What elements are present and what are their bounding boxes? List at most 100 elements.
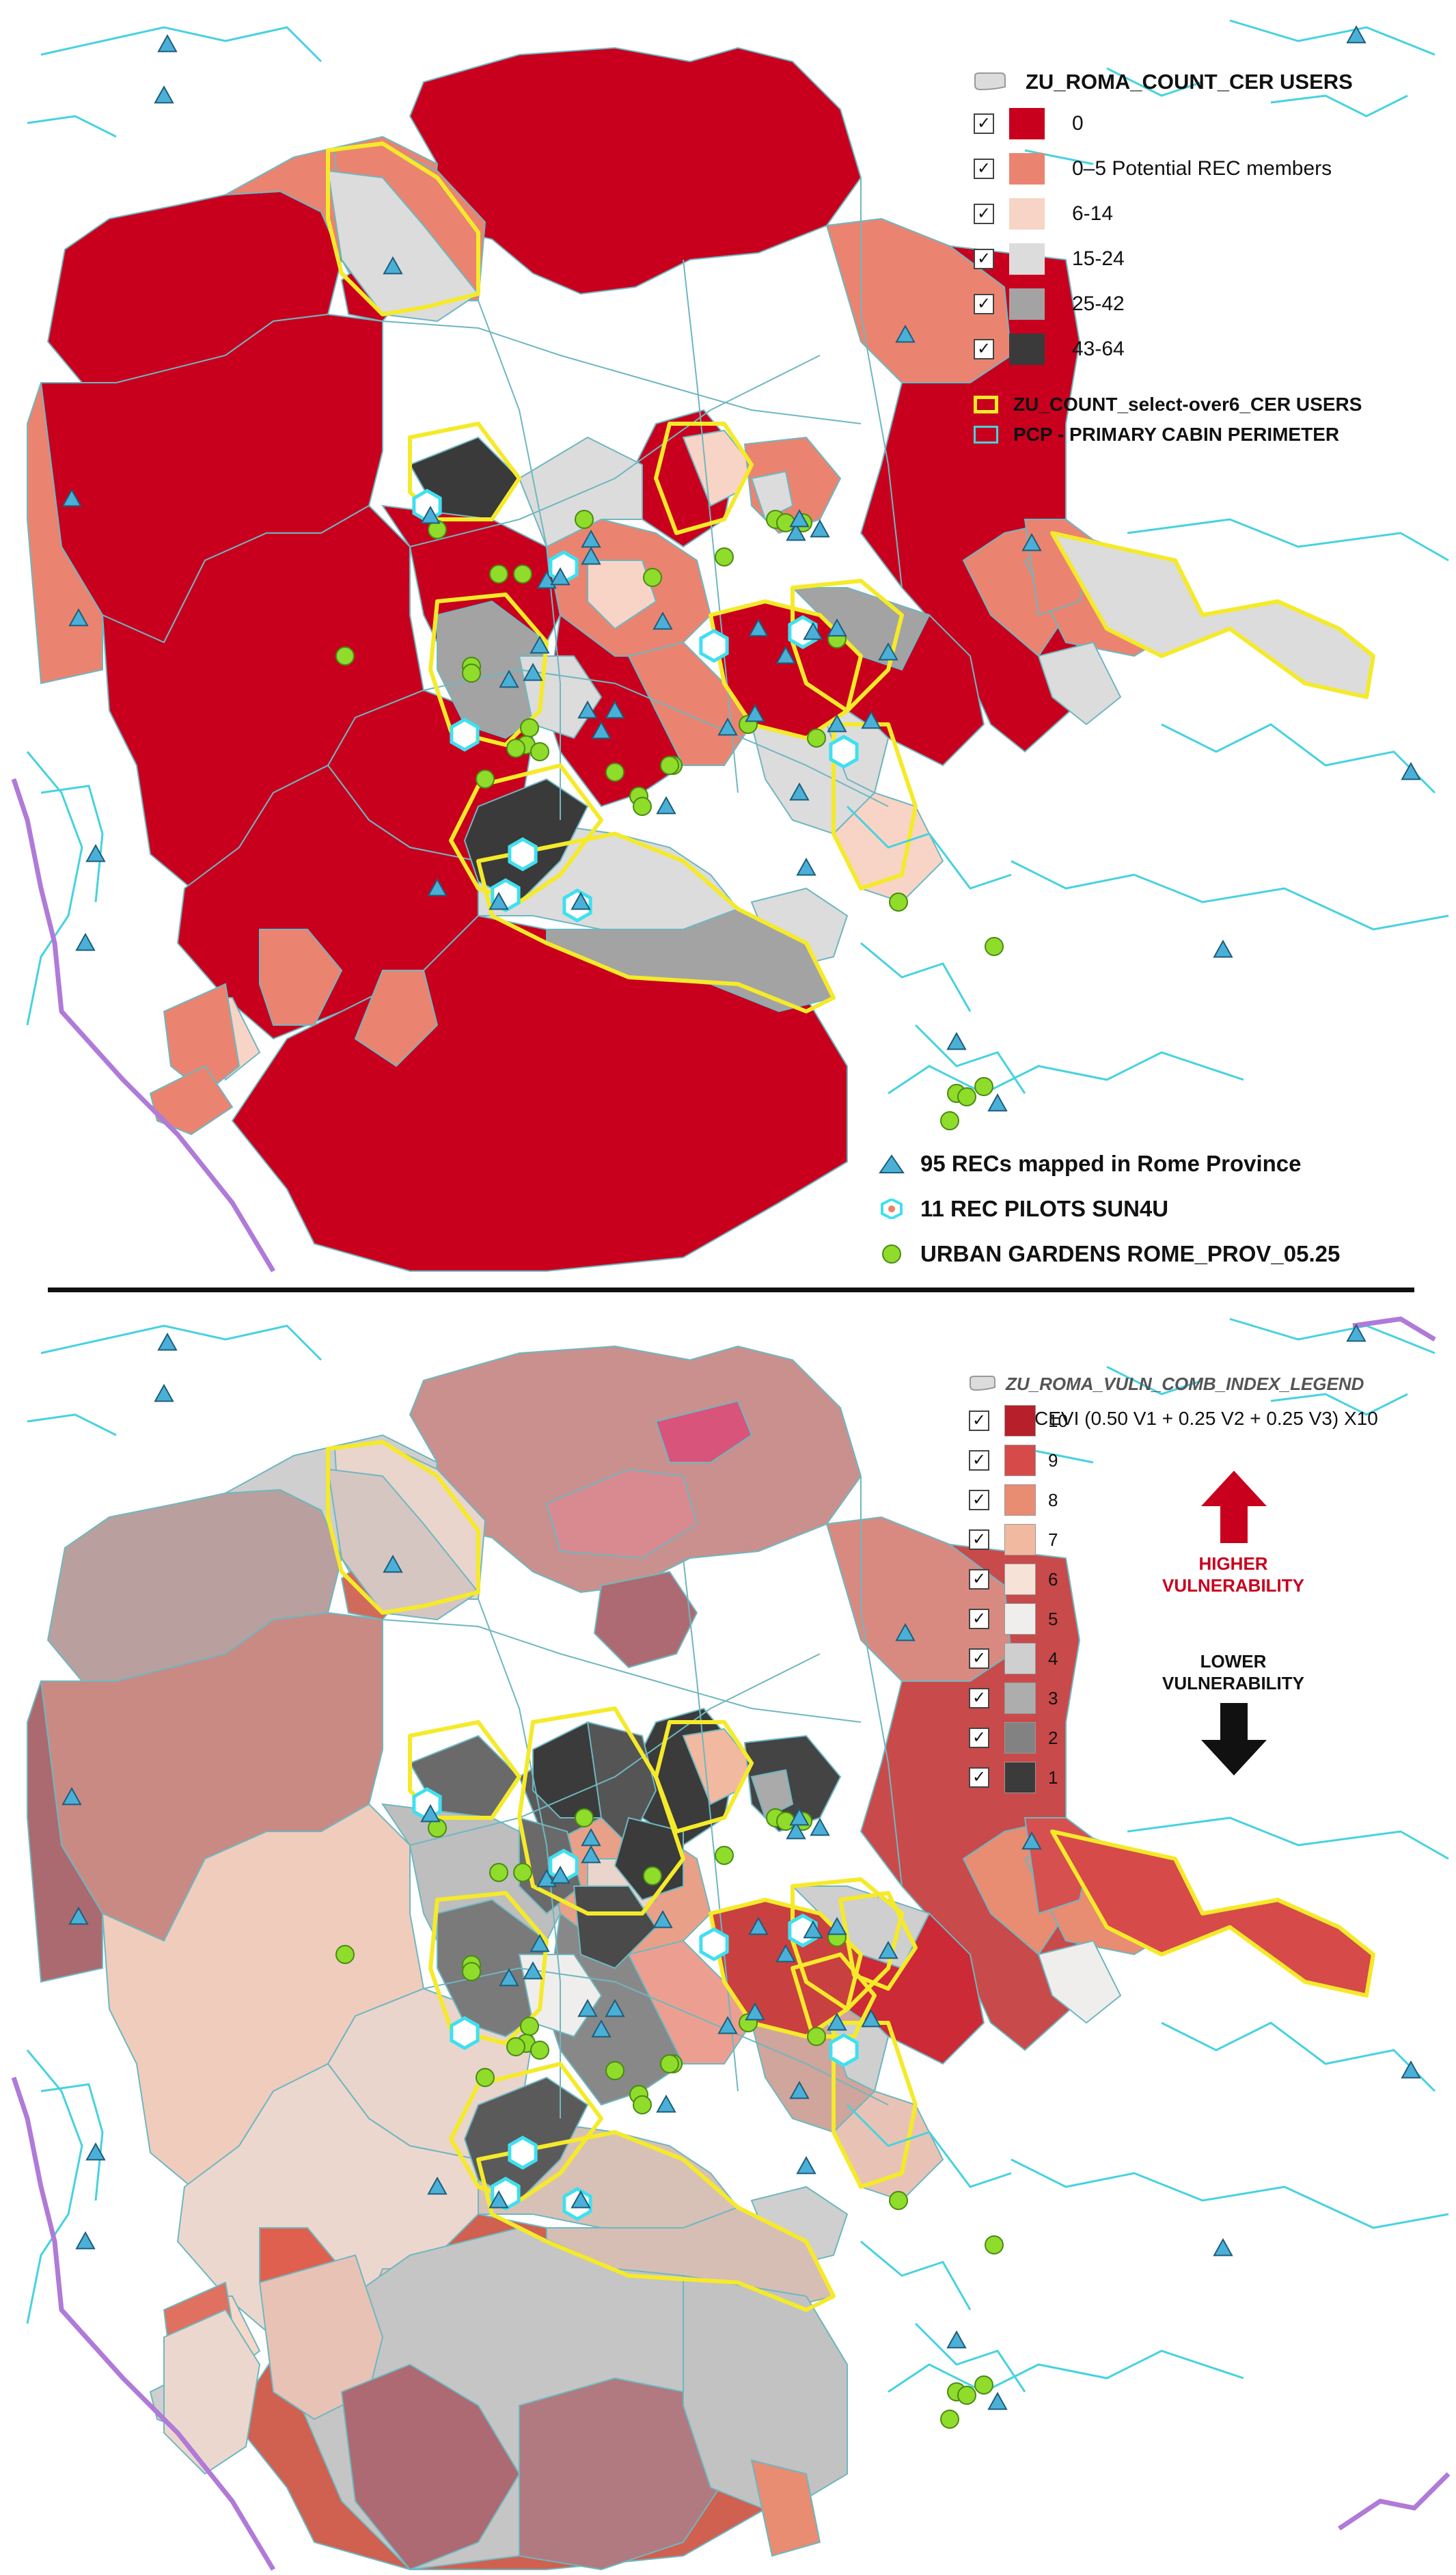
layer-checkbox[interactable]: ✓: [969, 1450, 989, 1471]
rec-point: [1346, 1323, 1366, 1342]
rec-point: [581, 546, 601, 565]
zone-polygon: [340, 2363, 521, 2571]
garden-point: [335, 646, 355, 666]
boundary-line: [860, 178, 903, 588]
zone-polygon: [163, 983, 241, 1095]
layer-checkbox[interactable]: ✓: [969, 1728, 989, 1748]
pcp-line: [1127, 518, 1449, 562]
class-label: 0: [1072, 112, 1084, 135]
layer-checkbox[interactable]: ✓: [969, 1767, 989, 1788]
pilot-point: [508, 2136, 538, 2170]
rec-point: [61, 1786, 82, 1806]
triangle-icon: [879, 1154, 905, 1173]
layer-checkbox[interactable]: ✓: [974, 113, 994, 134]
rec-point: [427, 2176, 448, 2195]
rec-point: [581, 1844, 601, 1864]
highlight-zone-outline: [709, 599, 863, 740]
rec-point: [85, 2142, 106, 2161]
highlight-zone-outline: [408, 422, 521, 521]
garden-point: [660, 756, 679, 775]
pcp-line: [40, 26, 322, 63]
garden-point: [489, 1863, 508, 1882]
highlight-zone-outline: [326, 1440, 480, 1615]
boundary-line: [409, 355, 821, 547]
pcp-line: [1106, 1365, 1203, 1395]
zone-polygon: [655, 1400, 753, 1463]
layer-checkbox[interactable]: ✓: [974, 159, 994, 179]
higher-vulnerability-arrow-icon: [1201, 1471, 1267, 1543]
pilot-point: [450, 2016, 480, 2050]
garden-point: [476, 769, 495, 789]
garden-point: [807, 2027, 826, 2046]
layer-checkbox[interactable]: ✓: [969, 1688, 989, 1708]
class-swatch: [1009, 198, 1045, 230]
boundary-layer: [382, 1476, 903, 2118]
layer-checkbox[interactable]: ✓: [974, 339, 994, 359]
rec-point: [550, 567, 571, 586]
layer-checkbox[interactable]: ✓: [969, 1609, 989, 1629]
rec-point: [789, 782, 810, 801]
top-legend-row: ✓ 15-24: [974, 236, 1362, 282]
rec-point: [895, 324, 916, 343]
highlight-zone-outline: [832, 2021, 918, 2189]
pcp-line: [914, 1024, 1026, 1094]
highlight-layer: [326, 1440, 1375, 2312]
rec-point: [827, 1916, 847, 1935]
class-label: 5: [1048, 1608, 1058, 1629]
zone-polygon: [750, 1769, 794, 1819]
boundary-line: [423, 668, 889, 807]
layer-checkbox[interactable]: ✓: [969, 1569, 989, 1590]
layer-checkbox[interactable]: ✓: [974, 204, 994, 224]
rec-point: [810, 519, 830, 538]
rec-point: [987, 2391, 1008, 2410]
point-legend: 95 RECs mapped in Rome Province 11 REC P…: [878, 1141, 1340, 1277]
garden-point: [643, 1866, 662, 1885]
pcp-layer: [26, 1318, 1449, 2393]
layer-checkbox[interactable]: ✓: [969, 1411, 989, 1431]
garden-point: [513, 564, 532, 584]
coastline: [1352, 1316, 1436, 1342]
rec-point: [550, 1865, 571, 1884]
zone-polygon: [587, 560, 657, 630]
rec-layer: [61, 25, 1421, 1112]
zone-polygon: [545, 1468, 698, 1559]
garden-point: [575, 1808, 594, 1827]
rec-point: [154, 1383, 174, 1402]
rec-point: [420, 1803, 441, 1823]
garden-point: [889, 893, 908, 912]
rec-legend-label: 95 RECs mapped in Rome Province: [920, 1151, 1302, 1176]
zone-polygon: [750, 470, 794, 521]
rec-point: [775, 1944, 796, 1963]
rec-point: [427, 877, 448, 897]
rec-point: [68, 608, 89, 627]
layer-checkbox[interactable]: ✓: [974, 294, 994, 314]
class-swatch: [1004, 1405, 1036, 1436]
garden-point: [715, 547, 734, 567]
layer-checkbox[interactable]: ✓: [969, 1529, 989, 1550]
garden-point: [575, 510, 594, 529]
rec-layer: [61, 1323, 1421, 2410]
class-label: 10: [1048, 1410, 1068, 1431]
rec-point: [499, 1967, 519, 1987]
top-legend-row: ✓ 43-64: [974, 327, 1362, 372]
highlight-zone-outline: [517, 1706, 685, 1916]
class-swatch: [1004, 1762, 1036, 1793]
pcp-line: [26, 751, 83, 1026]
highlight-zone-outline: [838, 1891, 918, 1991]
bottom-legend-row: ✓ 1: [969, 1758, 1364, 1797]
highlight-zone-outline: [832, 722, 918, 890]
pilot-legend-label: 11 REC PILOTS SUN4U: [920, 1196, 1169, 1221]
rec-point: [803, 621, 823, 640]
bottom-map-panel: ZU_ROMA_VULN_COMB_INDEX_LEGEND ✓ 10 ✓ 9 ✓ 8 ✓ 7…: [0, 1298, 1456, 2575]
highlight-zone-outline: [476, 832, 836, 1013]
highlight-zone-swatch: [974, 396, 998, 413]
rec-point: [946, 1031, 967, 1050]
layer-checkbox[interactable]: ✓: [974, 249, 994, 269]
layer-checkbox[interactable]: ✓: [969, 1648, 989, 1669]
rec-point: [861, 710, 881, 729]
garden-point: [807, 728, 826, 748]
garden-point: [974, 2375, 993, 2395]
layer-checkbox[interactable]: ✓: [969, 1490, 989, 1510]
boundary-line: [683, 1557, 739, 2092]
garden-layer: [335, 1808, 1004, 2429]
